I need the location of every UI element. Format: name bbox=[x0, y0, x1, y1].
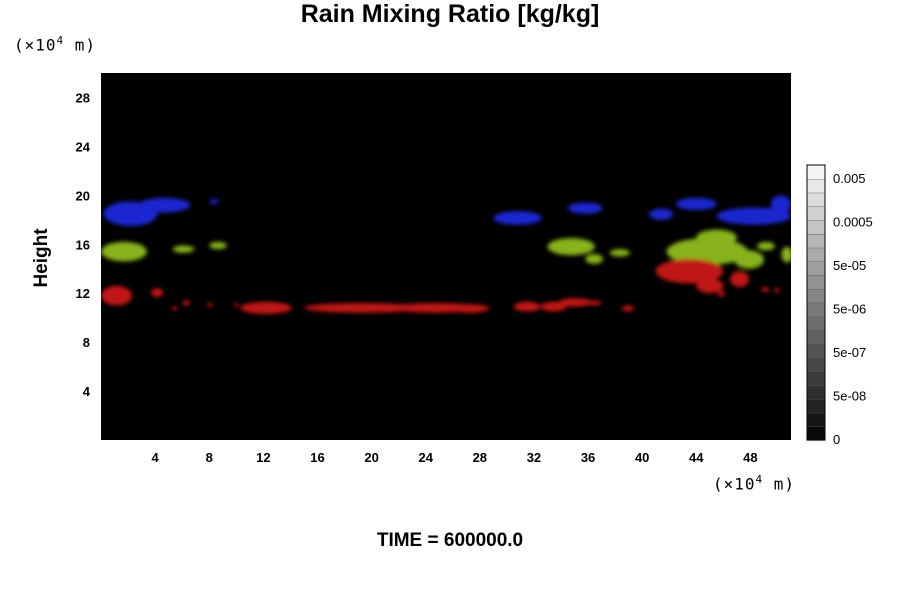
rain-cell bbox=[101, 285, 133, 306]
y-tick-label: 8 bbox=[83, 335, 90, 350]
x-tick-label: 28 bbox=[473, 450, 487, 465]
rain-cell bbox=[621, 305, 635, 312]
colorbar-segment bbox=[806, 247, 826, 262]
rain-cell bbox=[717, 290, 725, 297]
rain-cell bbox=[101, 241, 147, 262]
colorbar-label: 5e-06 bbox=[833, 302, 866, 317]
colorbar-segment bbox=[806, 384, 826, 400]
y-axis-unit: (×104 m) bbox=[14, 34, 97, 55]
colorbar-segment bbox=[806, 398, 826, 414]
rain-cell bbox=[240, 301, 292, 314]
x-tick-label: 44 bbox=[689, 450, 704, 465]
rain-cell bbox=[138, 197, 191, 213]
y-tick-label: 12 bbox=[76, 286, 90, 301]
colorbar-segment bbox=[806, 261, 826, 276]
x-tick-label: 20 bbox=[364, 450, 378, 465]
rain-cell bbox=[171, 306, 179, 311]
rain-cell bbox=[734, 250, 764, 269]
colorbar-frame bbox=[806, 164, 826, 441]
rain-cell bbox=[182, 300, 191, 306]
rain-cell bbox=[770, 195, 791, 214]
colorbar: 0.005 0.0005 5e-05 5e-06 5e-07 5e-08 0 bbox=[806, 164, 873, 447]
time-label: TIME = 600000.0 bbox=[376, 530, 524, 551]
colorbar-segment bbox=[806, 192, 826, 207]
colorbar-segment bbox=[806, 371, 826, 386]
colorbar-segment bbox=[806, 357, 826, 372]
rain-cell bbox=[716, 207, 791, 225]
colorbar-segment bbox=[806, 329, 826, 345]
rain-cell bbox=[666, 238, 748, 266]
colorbar-label: 5e-07 bbox=[833, 345, 866, 360]
rain-cell bbox=[558, 298, 593, 307]
colorbar-segment bbox=[806, 164, 826, 180]
rain-cell bbox=[450, 304, 490, 313]
rain-cell bbox=[676, 197, 717, 211]
rain-cell bbox=[757, 241, 775, 251]
colorbar-label: 0.0005 bbox=[833, 215, 873, 230]
colorbar-label: 0 bbox=[833, 432, 840, 447]
rain-cell bbox=[648, 208, 674, 220]
rain-cell bbox=[585, 254, 603, 264]
rain-cell bbox=[773, 288, 781, 292]
x-tick-label: 12 bbox=[256, 450, 270, 465]
colorbar-segment bbox=[806, 316, 826, 331]
colorbar-segment bbox=[806, 274, 826, 290]
colorbar-segment bbox=[806, 233, 826, 249]
x-tick-label: 8 bbox=[206, 450, 213, 465]
colorbar-label: 5e-05 bbox=[833, 258, 866, 273]
rain-cell bbox=[609, 249, 631, 257]
y-tick-label: 4 bbox=[83, 384, 91, 399]
x-tick-label: 36 bbox=[581, 450, 595, 465]
rain-cell bbox=[655, 258, 724, 284]
colorbar-segment bbox=[806, 288, 826, 304]
colorbar-segment bbox=[806, 206, 826, 221]
colorbar-segment bbox=[806, 343, 826, 359]
rain-cell bbox=[493, 211, 543, 225]
colorbar-segment bbox=[806, 178, 826, 194]
rain-cell bbox=[206, 302, 214, 307]
colorbar-segment bbox=[806, 302, 826, 317]
x-tick-label: 32 bbox=[527, 450, 541, 465]
colorbar-label: 5e-08 bbox=[833, 389, 866, 404]
y-tick-label: 24 bbox=[76, 139, 91, 154]
rain-cell bbox=[303, 302, 419, 313]
colorbar-segment bbox=[806, 426, 826, 441]
rain-cell bbox=[588, 300, 602, 306]
rain-cell bbox=[513, 301, 541, 312]
rain-cell bbox=[209, 199, 219, 204]
rain-cell bbox=[696, 278, 724, 294]
x-tick-label: 48 bbox=[743, 450, 757, 465]
rain-cell bbox=[209, 241, 227, 250]
x-tick-label: 16 bbox=[310, 450, 324, 465]
colorbar-segment bbox=[806, 219, 826, 235]
y-tick-label: 20 bbox=[76, 188, 90, 203]
rain-cell bbox=[233, 302, 239, 307]
colorbar-segment bbox=[806, 412, 826, 427]
y-tick-label: 16 bbox=[76, 237, 90, 252]
x-tick-label: 4 bbox=[152, 450, 160, 465]
rain-cell bbox=[730, 271, 750, 288]
rain-cell bbox=[151, 288, 164, 297]
rain-cell bbox=[761, 287, 770, 292]
rain-cell bbox=[172, 245, 195, 253]
rain-cell bbox=[567, 202, 603, 214]
chart-title: Rain Mixing Ratio [kg/kg] bbox=[300, 0, 600, 28]
rain-cell bbox=[547, 238, 595, 256]
x-axis-unit: (×104 m) bbox=[713, 473, 796, 494]
rain-cell bbox=[696, 229, 737, 246]
y-tick-label: 28 bbox=[76, 90, 90, 105]
colorbar-label: 0.005 bbox=[833, 171, 866, 186]
x-tick-label: 24 bbox=[418, 450, 433, 465]
rain-cell bbox=[781, 246, 791, 263]
x-tick-label: 40 bbox=[635, 450, 649, 465]
